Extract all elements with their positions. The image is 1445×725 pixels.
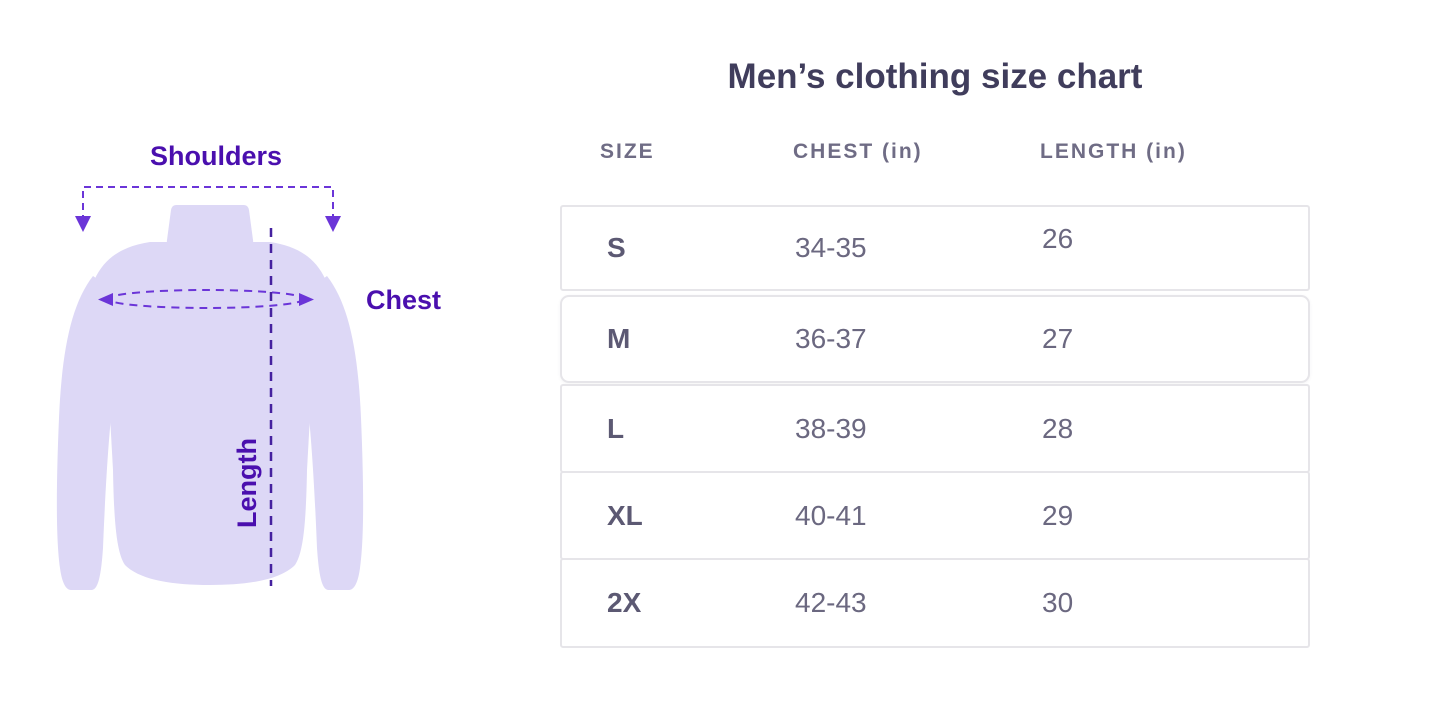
shirt-sleeve-left: [56, 276, 120, 590]
table-row-2x: 2X 42-43 30: [560, 558, 1310, 648]
shirt-diagram-svg: [56, 186, 364, 590]
chest-cell: 40-41: [795, 499, 867, 531]
column-header-size: SIZE: [600, 140, 655, 163]
page-title: Men’s clothing size chart: [727, 57, 1143, 96]
chest-arrow-right-icon: [299, 293, 314, 306]
chest-cell: 34-35: [795, 232, 867, 263]
chest-arrow-left-icon: [98, 293, 113, 306]
shoulders-arrow-right-icon: [325, 216, 341, 232]
shirt-silhouette: [56, 205, 364, 590]
shoulders-label: Shoulders: [150, 141, 283, 171]
size-cell: XL: [607, 499, 643, 531]
chest-measure-ellipse: [107, 289, 305, 309]
size-cell: L: [607, 412, 625, 444]
chest-cell: 36-37: [795, 323, 867, 354]
length-label: Length: [232, 438, 262, 528]
shoulders-arrow-left-icon: [75, 216, 91, 232]
length-cell: 27: [1042, 323, 1074, 354]
length-cell: 28: [1042, 412, 1074, 444]
table-row-l: L 38-39 28: [560, 384, 1310, 473]
size-cell: S: [607, 232, 626, 263]
table-header-row: SIZE CHEST (in) LENGTH (in): [560, 140, 1310, 164]
chest-cell: 38-39: [795, 412, 867, 444]
chest-cell: 42-43: [795, 587, 867, 618]
table-row-m: M 36-37 27: [560, 295, 1310, 383]
column-header-chest: CHEST (in): [793, 140, 923, 163]
length-cell: 26: [1042, 223, 1074, 254]
table-row-s: S 34-35 26: [560, 205, 1310, 291]
length-cell: 29: [1042, 499, 1074, 531]
size-cell: 2X: [607, 587, 642, 618]
shirt-body: [86, 242, 334, 585]
shoulders-measure-line: [82, 186, 334, 222]
chest-label: Chest: [366, 285, 442, 315]
size-cell: M: [607, 323, 631, 354]
shirt-sleeve-right: [300, 276, 364, 590]
length-cell: 30: [1042, 587, 1074, 618]
shirt-collar: [166, 205, 254, 244]
table-row-xl: XL 40-41 29: [560, 471, 1310, 560]
column-header-length: LENGTH (in): [1040, 140, 1187, 163]
